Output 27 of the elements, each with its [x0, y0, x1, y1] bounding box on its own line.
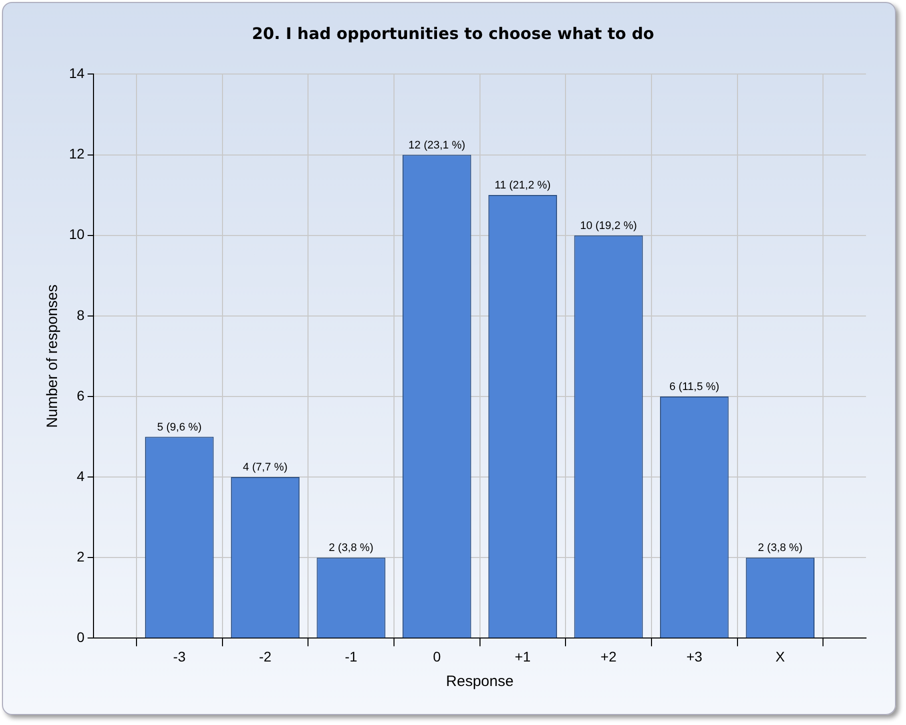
y-tick-label: 0 [76, 629, 85, 646]
x-tick-label: +3 [686, 648, 703, 664]
y-tick-label: 12 [68, 146, 85, 162]
y-tick-label: 8 [76, 306, 85, 323]
y-axis-title: Number of responses [44, 284, 62, 428]
x-tick-label: -3 [173, 648, 186, 664]
x-tick-label: -1 [344, 648, 358, 664]
x-axis-title: Response [446, 673, 514, 690]
x-tick-label: +2 [600, 648, 617, 664]
y-tick-label: 14 [68, 65, 85, 82]
data-label: 5 (9,6 %) [157, 421, 202, 434]
data-label: 4 (7,7 %) [242, 462, 288, 474]
data-label: 2 (3,8 %) [758, 542, 802, 554]
data-label: 12 (23,1 %) [408, 139, 466, 152]
data-label: 11 (21,2 %) [494, 180, 551, 192]
y-tick-label: 6 [76, 387, 85, 404]
x-tick-label: +1 [514, 648, 531, 664]
x-tick-label: -2 [258, 648, 272, 664]
data-label: 6 (11,5 %) [669, 381, 720, 394]
y-tick-label: 4 [76, 468, 85, 484]
x-tick-label: 0 [432, 648, 441, 664]
y-tick-label: 10 [68, 226, 85, 242]
chart-title: 20. I had opportunities to choose what to do [252, 24, 654, 43]
y-tick-label: 2 [76, 548, 85, 564]
x-tick-label: X [776, 648, 786, 664]
data-label: 2 (3,8 %) [328, 542, 374, 554]
data-label: 10 (19,2 %) [580, 220, 637, 232]
